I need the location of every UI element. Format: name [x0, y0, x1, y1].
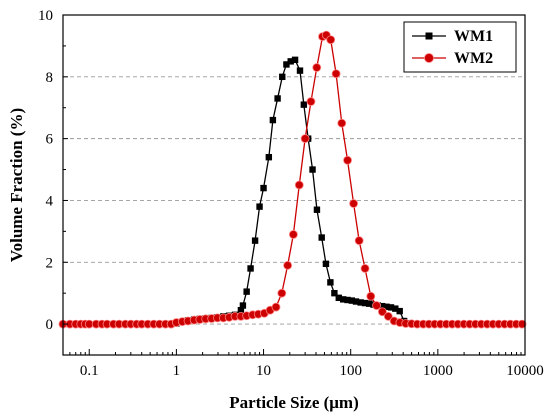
data-point-WM2-42: [300, 134, 310, 144]
x-tick-label-1000: 1000: [423, 363, 453, 379]
data-point-WM2-53: [360, 264, 370, 273]
data-point-WM2-38: [277, 288, 287, 298]
data-point-WM1-50: [318, 234, 325, 241]
data-point-WM1-61: [365, 300, 373, 307]
data-point-WM1-36: [256, 203, 263, 210]
x-tick-label-0.1: 0.1: [80, 363, 99, 379]
data-point-WM1-57: [348, 297, 356, 304]
data-point-WM2-37: [271, 302, 281, 312]
data-point-WM2-40: [288, 230, 298, 239]
plot-frame: [62, 14, 526, 356]
x-tick-label-100: 100: [339, 363, 362, 379]
y-tick-label-2: 2: [46, 255, 54, 271]
data-point-WM1-58: [352, 298, 360, 305]
y-tick-label-10: 10: [38, 8, 53, 24]
legend-item-WM1: WM1: [412, 28, 493, 45]
data-point-WM2-55: [372, 301, 381, 310]
data-point-WM2-48: [331, 69, 341, 79]
data-point-WM1-41: [279, 73, 286, 81]
legend-label-WM1: WM1: [454, 28, 493, 45]
y-tick-label-0: 0: [46, 317, 54, 333]
legend-marker-WM2: [424, 53, 434, 63]
x-tick-label-10000: 10000: [506, 363, 544, 379]
data-point-WM1-31: [237, 306, 245, 314]
data-point-WM1-51: [322, 260, 330, 268]
data-point-WM1-65: [383, 303, 390, 310]
data-point-WM2-49: [337, 118, 347, 128]
data-point-WM1-54: [335, 294, 342, 302]
series-WM1: [59, 56, 433, 328]
data-point-WM1-33: [243, 288, 250, 295]
x-tick-label-10: 10: [256, 363, 271, 379]
data-point-WM1-40: [274, 95, 281, 102]
data-point-WM1-59: [357, 299, 364, 306]
data-point-WM1-64: [379, 302, 386, 310]
data-point-WM1-46: [300, 101, 308, 108]
data-point-WM1-56: [344, 296, 351, 304]
data-point-WM2-80: [517, 319, 527, 329]
series-WM2: [58, 30, 527, 329]
data-point-WM2-52: [354, 236, 364, 246]
data-point-WM1-48: [309, 166, 316, 173]
data-point-WM1-67: [392, 305, 399, 312]
data-point-WM1-34: [247, 265, 254, 272]
legend-marker-WM1: [425, 32, 433, 40]
legend-item-WM2: WM2: [412, 50, 493, 67]
legend-label-WM2: WM2: [454, 50, 493, 67]
data-point-WM1-37: [260, 184, 267, 192]
data-point-WM2-56: [377, 307, 387, 317]
data-point-WM1-52: [327, 279, 334, 286]
data-point-WM1-49: [313, 206, 321, 213]
data-point-WM1-32: [239, 302, 247, 309]
data-point-WM1-43: [287, 58, 294, 65]
data-point-WM1-38: [265, 153, 273, 161]
data-point-WM2-43: [306, 97, 316, 106]
legend-box: [403, 21, 517, 73]
data-point-WM1-68: [396, 307, 403, 315]
x-tick-label-1: 1: [173, 363, 181, 379]
data-point-WM1-45: [296, 67, 304, 74]
series-line-WM1: [63, 59, 430, 325]
data-point-WM2-39: [283, 260, 293, 270]
y-tick-label-6: 6: [46, 132, 54, 148]
data-point-WM2-57: [383, 311, 393, 321]
x-axis-title: Particle Size (μm): [229, 393, 359, 412]
data-point-WM2-51: [349, 199, 359, 208]
grid-lines: [63, 76, 525, 325]
data-point-WM2-47: [326, 35, 336, 45]
data-point-WM2-44: [312, 63, 322, 72]
data-point-WM1-53: [331, 289, 338, 297]
series-layer: [58, 30, 527, 329]
data-point-WM2-41: [294, 180, 304, 190]
data-point-WM1-42: [283, 61, 290, 68]
y-tick-label-8: 8: [46, 70, 54, 86]
data-point-WM1-35: [251, 237, 259, 244]
data-point-WM2-50: [343, 155, 352, 165]
data-point-WM1-39: [269, 116, 277, 124]
y-tick-label-4: 4: [46, 193, 54, 209]
y-axis-title: Volume Fraction (%): [7, 108, 26, 262]
series-line-WM2: [63, 34, 523, 325]
axes: 0 2 4 6 8 10 0.1 1 10 100 1000 10000: [38, 8, 544, 379]
data-point-WM1-60: [361, 299, 369, 307]
data-point-WM1-44: [291, 56, 299, 64]
data-point-WM2-54: [366, 291, 376, 301]
data-point-WM1-55: [339, 296, 347, 303]
data-point-WM1-66: [387, 304, 395, 311]
